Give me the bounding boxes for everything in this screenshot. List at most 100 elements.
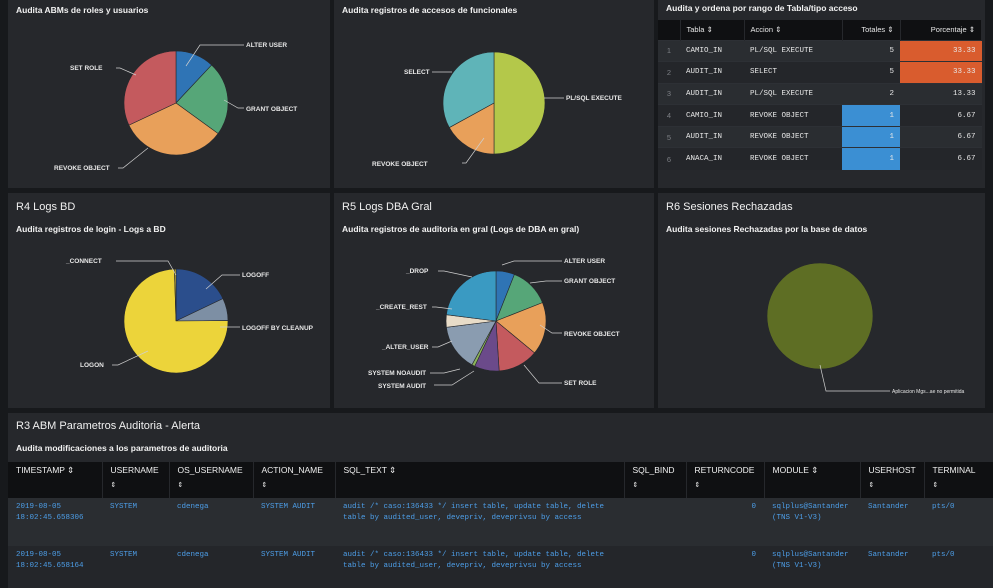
cell-returncode[interactable]: 0 bbox=[686, 546, 764, 588]
audit-params-table: TIMESTAMP ⇕ USERNAME ⇕ OS_USERNAME ⇕ ACTIO… bbox=[8, 462, 993, 588]
col-header-timestamp[interactable]: TIMESTAMP ⇕ bbox=[8, 462, 103, 498]
col-header-sql-bind[interactable]: SQL_BIND ⇕ bbox=[624, 462, 687, 498]
cell-porcentaje: 33.33 bbox=[900, 39, 982, 62]
pie-slice[interactable] bbox=[448, 102, 495, 155]
col-header-returncode[interactable]: RETURNCODE ⇕ bbox=[686, 462, 765, 498]
cell-porcentaje: 6.67 bbox=[900, 104, 982, 127]
pie-label: LOGOFF BY CLEANUP bbox=[242, 325, 314, 332]
cell-accion: REVOKE OBJECT bbox=[744, 104, 842, 127]
col-header-os-username[interactable]: OS_USERNAME ⇕ bbox=[169, 462, 254, 498]
cell-timestamp[interactable]: 2019-08-05 18:02:45.658164 bbox=[8, 546, 102, 588]
panel-subtitle: Audita sesiones Rechazadas por la base d… bbox=[666, 224, 868, 234]
cell-totales: 1 bbox=[842, 104, 900, 127]
row-index: 3 bbox=[658, 82, 680, 105]
pie-slice[interactable] bbox=[175, 64, 229, 134]
panel-subtitle: Audita registros de accesos de funcional… bbox=[342, 5, 518, 15]
col-header-action-name[interactable]: ACTION_NAME ⇕ bbox=[253, 462, 336, 498]
panel-subtitle: Audita ABMs de roles y usuarios bbox=[16, 5, 149, 15]
cell-sql-bind bbox=[624, 498, 686, 546]
pie-label: GRANT OBJECT bbox=[564, 278, 615, 285]
panel-title: R4 Logs BD bbox=[16, 201, 76, 213]
panel-r4-logs-bd: R4 Logs BD Audita registros de login - L… bbox=[8, 193, 330, 408]
col-header-module[interactable]: MODULE ⇕ bbox=[764, 462, 861, 498]
cell-action-name[interactable]: SYSTEM AUDIT bbox=[253, 498, 335, 546]
cell-accion: REVOKE OBJECT bbox=[744, 147, 842, 170]
row-index: 2 bbox=[658, 61, 680, 84]
pie-chart-logs-dba[interactable]: ALTER USER GRANT OBJECT REVOKE OBJECT SE… bbox=[334, 193, 654, 408]
pie-slice[interactable] bbox=[175, 268, 224, 322]
table-row[interactable]: 5 AUDIT_IN REVOKE OBJECT 1 6.67 bbox=[658, 125, 982, 148]
panel-tabla-accesos: Audita y ordena por rango de Tabla/tipo … bbox=[658, 0, 985, 188]
cell-returncode[interactable]: 0 bbox=[686, 498, 764, 546]
cell-tabla: CAMIO_IN bbox=[680, 39, 744, 62]
panel-title: R6 Sesiones Rechazadas bbox=[666, 201, 793, 213]
col-header-accion[interactable]: Accion ⇕ bbox=[744, 20, 843, 40]
table-row[interactable]: 2019-08-05 18:02:45.658164 SYSTEM cdeneg… bbox=[8, 546, 993, 588]
pie-chart-abm-roles[interactable]: ALTER USER GRANT OBJECT REVOKE OBJECT SE… bbox=[8, 0, 330, 188]
panel-r5-logs-dba: R5 Logs DBA Gral Audita registros de aud… bbox=[334, 193, 654, 408]
table-row[interactable]: 4 CAMIO_IN REVOKE OBJECT 1 6.67 bbox=[658, 104, 982, 127]
pie-label: SET ROLE bbox=[564, 380, 597, 387]
pie-chart-accesos[interactable]: PL/SQL EXECUTE REVOKE OBJECT SELECT bbox=[334, 0, 654, 188]
pie-label: _CONNECT bbox=[65, 258, 102, 265]
cell-accion: REVOKE OBJECT bbox=[744, 125, 842, 148]
pie-chart-logs-bd[interactable]: LOGOFF LOGOFF BY CLEANUP LOGON _CONNECT bbox=[8, 193, 330, 408]
cell-timestamp[interactable]: 2019-08-05 18:02:45.658306 bbox=[8, 498, 102, 546]
cell-totales: 1 bbox=[842, 147, 900, 170]
pie-slice[interactable] bbox=[128, 102, 219, 156]
col-header-porcentaje[interactable]: Porcentaje ⇕ bbox=[900, 20, 982, 40]
access-table: Tabla ⇕ Accion ⇕ Totales ⇕ Porcentaje ⇕ … bbox=[658, 20, 982, 170]
pie-label: SYSTEM NOAUDIT bbox=[368, 370, 426, 377]
cell-accion: PL/SQL EXECUTE bbox=[744, 82, 842, 105]
cell-terminal[interactable]: pts/0 bbox=[924, 498, 993, 546]
cell-totales: 5 bbox=[842, 39, 900, 62]
cell-module[interactable]: sqlplus@Santander (TNS V1-V3) bbox=[764, 546, 860, 588]
cell-totales: 1 bbox=[842, 125, 900, 148]
col-header-tabla[interactable]: Tabla ⇕ bbox=[680, 20, 745, 40]
cell-userhost[interactable]: Santander bbox=[860, 498, 924, 546]
col-header-sql-text[interactable]: SQL_TEXT ⇕ bbox=[335, 462, 625, 498]
cell-os-username[interactable]: cdenega bbox=[169, 498, 253, 546]
pie-slice[interactable] bbox=[174, 268, 177, 322]
pie-slice[interactable] bbox=[493, 51, 546, 155]
row-index: 5 bbox=[658, 125, 680, 148]
panel-subtitle: Audita registros de auditoria en gral (L… bbox=[342, 224, 580, 234]
pie-slice[interactable] bbox=[442, 51, 495, 128]
pie-label: _DROP bbox=[405, 268, 429, 275]
cell-accion: PL/SQL EXECUTE bbox=[744, 39, 842, 62]
col-header-totales[interactable]: Totales ⇕ bbox=[842, 20, 901, 40]
cell-sql-text[interactable]: audit /* caso:136433 */ insert table, up… bbox=[335, 546, 624, 588]
panel-title: R3 ABM Parametros Auditoria - Alerta bbox=[16, 420, 201, 432]
cell-tabla: CAMIO_IN bbox=[680, 104, 744, 127]
cell-userhost[interactable]: Santander bbox=[860, 546, 924, 588]
cell-tabla: AUDIT_IN bbox=[680, 61, 744, 84]
pie-slice[interactable] bbox=[123, 268, 229, 374]
cell-action-name[interactable]: SYSTEM AUDIT bbox=[253, 546, 335, 588]
pie-slice[interactable] bbox=[766, 262, 874, 370]
cell-sql-text[interactable]: audit /* caso:136433 */ insert table, up… bbox=[335, 498, 624, 546]
pie-slice[interactable] bbox=[123, 50, 177, 126]
pie-label: LOGON bbox=[80, 362, 104, 369]
pie-label: ALTER USER bbox=[246, 42, 287, 49]
pie-slice[interactable] bbox=[446, 270, 497, 322]
cell-username[interactable]: SYSTEM bbox=[102, 498, 169, 546]
col-header-userhost[interactable]: USERHOST ⇕ bbox=[860, 462, 925, 498]
pie-chart-sesiones[interactable]: Aplicacion Mgs...ae no permitida bbox=[658, 193, 985, 408]
pie-label: _CREATE_REST bbox=[375, 304, 427, 311]
table-row[interactable]: 6 ANACA_IN REVOKE OBJECT 1 6.67 bbox=[658, 147, 982, 170]
col-header-username[interactable]: USERNAME ⇕ bbox=[102, 462, 170, 498]
table-row[interactable]: 3 AUDIT_IN PL/SQL EXECUTE 2 13.33 bbox=[658, 82, 982, 105]
table-row[interactable]: 2 AUDIT_IN SELECT 5 33.33 bbox=[658, 61, 982, 84]
cell-os-username[interactable]: cdenega bbox=[169, 546, 253, 588]
table-row[interactable]: 1 CAMIO_IN PL/SQL EXECUTE 5 33.33 bbox=[658, 39, 982, 62]
pie-label: REVOKE OBJECT bbox=[564, 331, 620, 338]
table-row[interactable]: 2019-08-05 18:02:45.658306 SYSTEM cdeneg… bbox=[8, 498, 993, 546]
pie-label: _ALTER_USER bbox=[381, 344, 429, 351]
cell-module[interactable]: sqlplus@Santander (TNS V1-V3) bbox=[764, 498, 860, 546]
panel-subtitle: Audita modificaciones a los parametros d… bbox=[16, 443, 228, 453]
row-index: 1 bbox=[658, 39, 680, 62]
cell-username[interactable]: SYSTEM bbox=[102, 546, 169, 588]
pie-label: SELECT bbox=[404, 69, 430, 76]
col-header-terminal[interactable]: TERMINAL ⇕ bbox=[924, 462, 993, 498]
cell-terminal[interactable]: pts/0 bbox=[924, 546, 993, 588]
